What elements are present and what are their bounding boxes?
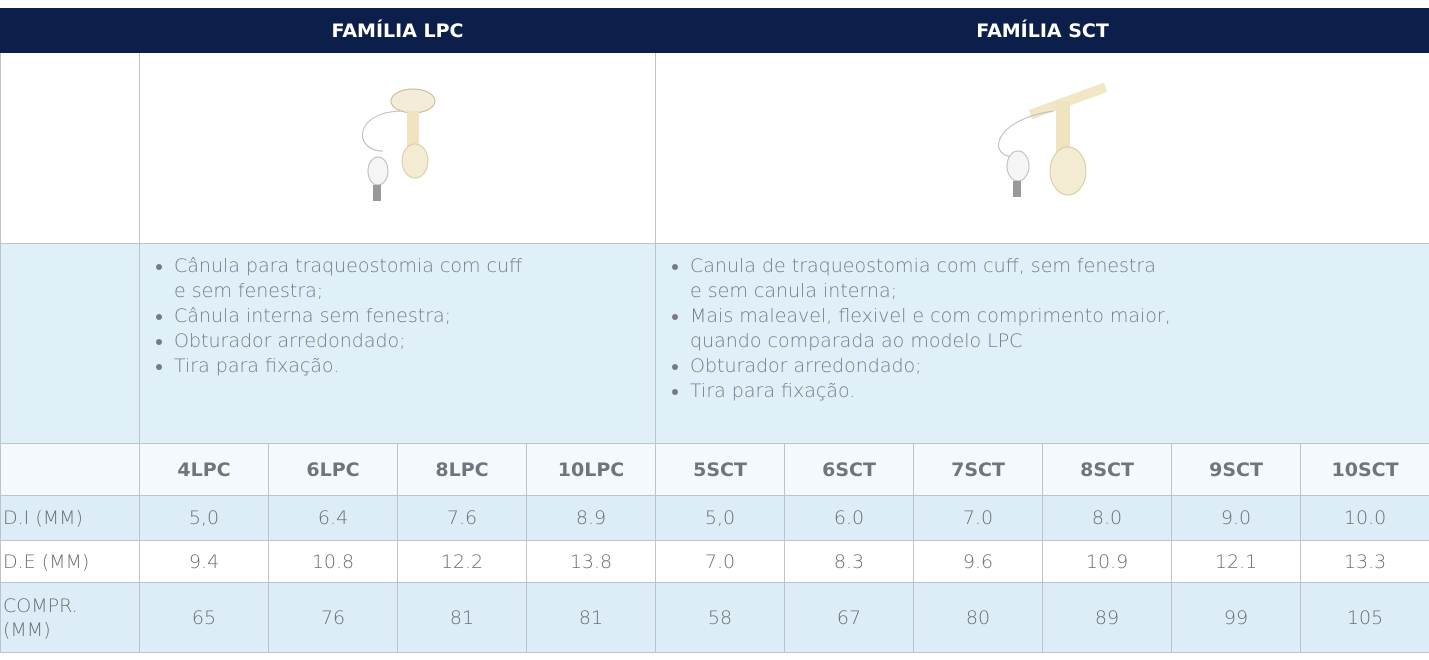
- empty-cell: [1, 53, 140, 244]
- corner: [1, 9, 140, 53]
- cell-value: 8.9: [527, 496, 656, 541]
- model-name: 9SCT: [1172, 444, 1301, 496]
- cell-value: 105: [1301, 583, 1429, 653]
- page: FAMÍLIA LPC FAMÍLIA SCT Cânula para traq…: [0, 8, 1429, 660]
- image-cell: [140, 53, 656, 244]
- cell-value: 5,0: [140, 496, 269, 541]
- cell-value: 67: [785, 583, 914, 653]
- cell-value: 13.3: [1301, 541, 1429, 583]
- cell-value: 7.6: [398, 496, 527, 541]
- model-name: 10LPC: [527, 444, 656, 496]
- cell-value: 58: [656, 583, 785, 653]
- cell-value: 81: [527, 583, 656, 653]
- model-name: 8LPC: [398, 444, 527, 496]
- cell-value: 6.4: [269, 496, 398, 541]
- model-name: 6SCT: [785, 444, 914, 496]
- feature-item: Mais maleavel, flexivel e com compriment…: [690, 304, 1429, 354]
- cell-value: 65: [140, 583, 269, 653]
- description-cell: Canula de traqueostomia com cuff, sem fe…: [656, 244, 1429, 444]
- model-name: 7SCT: [914, 444, 1043, 496]
- cell-value: 12.2: [398, 541, 527, 583]
- cell-value: 9.4: [140, 541, 269, 583]
- cell-value: 10.9: [1043, 541, 1172, 583]
- cell-value: 10.8: [269, 541, 398, 583]
- cell-value: 5,0: [656, 496, 785, 541]
- model-name: 4LPC: [140, 444, 269, 496]
- feature-item: Obturador arredondado;: [174, 329, 655, 354]
- cell-value: 13.8: [527, 541, 656, 583]
- product-image: [968, 81, 1118, 211]
- cell-value: 7.0: [656, 541, 785, 583]
- cell-value: 76: [269, 583, 398, 653]
- cell-value: 9.6: [914, 541, 1043, 583]
- cell-value: 10.0: [1301, 496, 1429, 541]
- family-title: FAMÍLIA SCT: [656, 9, 1429, 53]
- feature-item: Tira para fixação.: [174, 354, 655, 379]
- feature-item: Obturador arredondado;: [690, 354, 1429, 379]
- cell-value: 80: [914, 583, 1043, 653]
- cell-value: 8.0: [1043, 496, 1172, 541]
- feature-item: Cânula interna sem fenestra;: [174, 304, 655, 329]
- cell-value: 81: [398, 583, 527, 653]
- cell-value: 89: [1043, 583, 1172, 653]
- feature-item: Canula de traqueostomia com cuff, sem fe…: [690, 254, 1429, 304]
- feature-list: Canula de traqueostomia com cuff, sem fe…: [656, 244, 1429, 404]
- empty-cell: [1, 444, 140, 496]
- header-row: FAMÍLIA LPC FAMÍLIA SCT: [1, 9, 1429, 53]
- empty-cell: [1, 244, 140, 444]
- cell-value: 12.1: [1172, 541, 1301, 583]
- image-row: [1, 53, 1429, 244]
- description-cell: Cânula para traqueostomia com cuff e sem…: [140, 244, 656, 444]
- cell-value: 8.3: [785, 541, 914, 583]
- model-name: 10SCT: [1301, 444, 1429, 496]
- family-title: FAMÍLIA LPC: [140, 9, 656, 53]
- cell-value: 6.0: [785, 496, 914, 541]
- feature-item: Cânula para traqueostomia com cuff e sem…: [174, 254, 655, 304]
- product-table: FAMÍLIA LPC FAMÍLIA SCT Cânula para traq…: [0, 8, 1429, 653]
- cell-value: 99: [1172, 583, 1301, 653]
- feature-item: Tira para fixação.: [690, 379, 1429, 404]
- row-label: COMPR. (MM): [1, 583, 140, 653]
- product-image: [343, 81, 453, 211]
- model-name: 8SCT: [1043, 444, 1172, 496]
- row-label: D.E (MM): [1, 541, 140, 583]
- model-name: 5SCT: [656, 444, 785, 496]
- cell-value: 9.0: [1172, 496, 1301, 541]
- description-row: Cânula para traqueostomia com cuff e sem…: [1, 244, 1429, 444]
- cell-value: 7.0: [914, 496, 1043, 541]
- image-cell: [656, 53, 1429, 244]
- model-name: 6LPC: [269, 444, 398, 496]
- feature-list: Cânula para traqueostomia com cuff e sem…: [140, 244, 655, 379]
- row-label: D.I (MM): [1, 496, 140, 541]
